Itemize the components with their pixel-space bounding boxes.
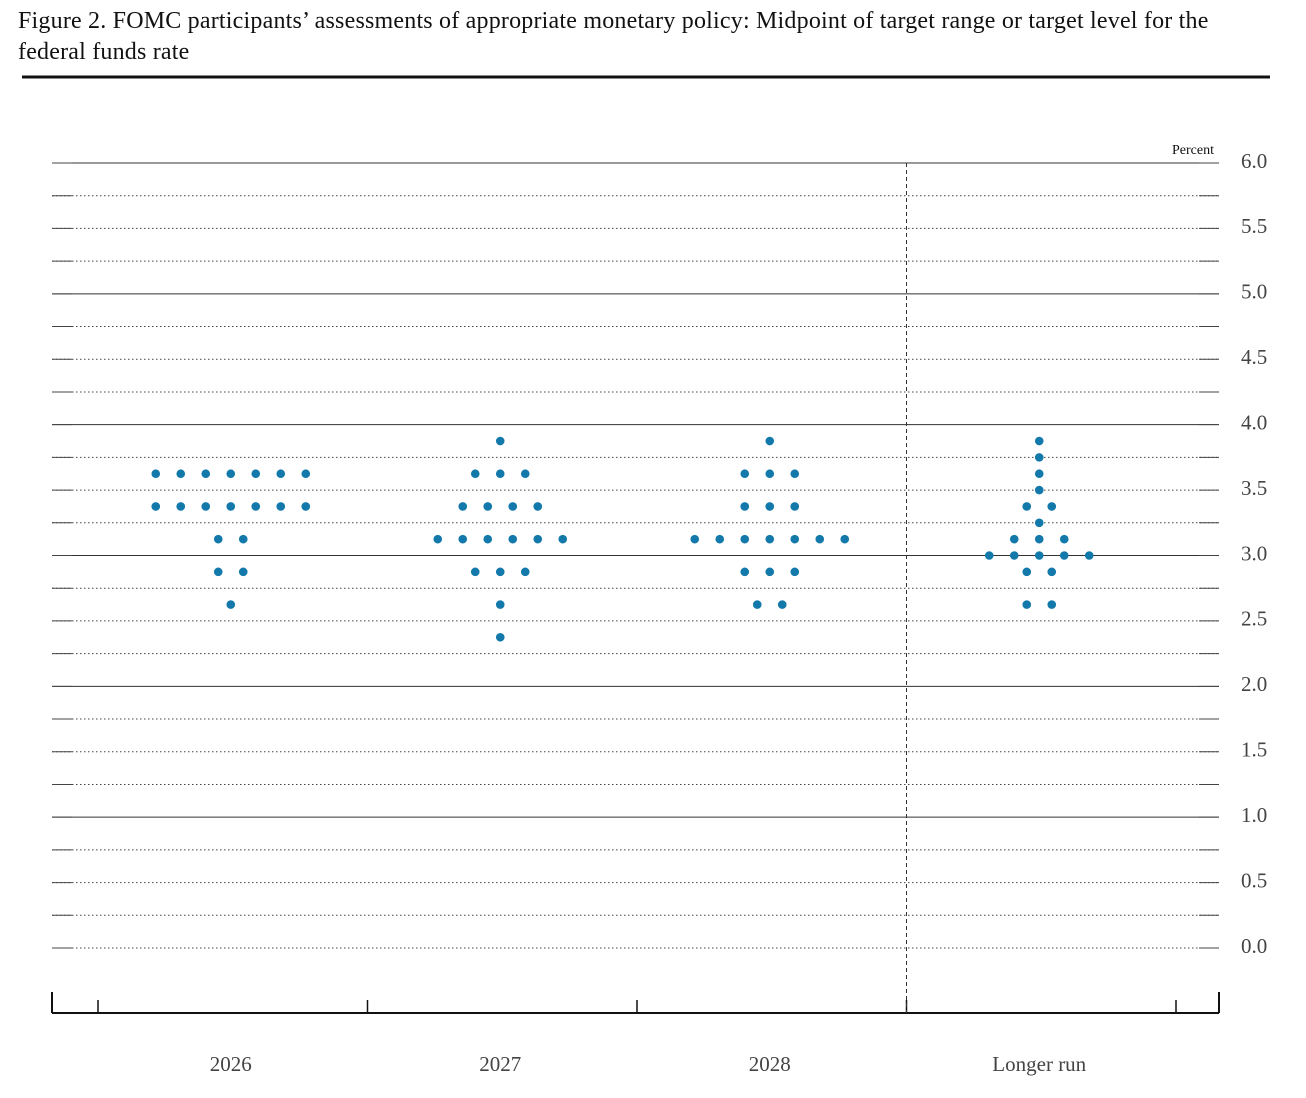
dot xyxy=(458,534,468,544)
dot xyxy=(495,600,505,609)
dot xyxy=(276,469,286,479)
y-tick-label: 6.0 xyxy=(1241,149,1267,173)
dot xyxy=(790,567,800,577)
dot xyxy=(1059,551,1069,560)
y-tick-label: 5.5 xyxy=(1241,214,1267,238)
dot xyxy=(483,502,493,511)
dot xyxy=(1034,469,1044,479)
dot xyxy=(740,469,750,479)
dot xyxy=(520,469,530,479)
y-tick-label: 2.0 xyxy=(1241,672,1267,696)
dot xyxy=(495,469,505,479)
dot xyxy=(1009,534,1019,544)
dot xyxy=(226,600,236,609)
y-tick-label: 1.5 xyxy=(1241,738,1267,762)
dot xyxy=(765,436,775,446)
dot xyxy=(213,534,223,544)
y-tick-label: 0.5 xyxy=(1241,868,1267,892)
dot xyxy=(1034,518,1044,528)
y-tick-label: 1.0 xyxy=(1241,803,1267,827)
dot xyxy=(1034,436,1044,446)
dot xyxy=(226,502,236,511)
dot xyxy=(226,469,236,479)
dot xyxy=(1022,502,1032,511)
dot xyxy=(765,469,775,479)
dot xyxy=(1022,600,1032,609)
dot xyxy=(740,502,750,511)
dot xyxy=(558,534,568,544)
dot xyxy=(752,600,762,609)
dot xyxy=(533,534,543,544)
dot xyxy=(176,502,186,511)
y-tick-label: 2.5 xyxy=(1241,607,1267,631)
dot xyxy=(238,534,248,544)
dot xyxy=(276,502,286,511)
y-tick-label: 4.5 xyxy=(1241,345,1267,369)
dot xyxy=(213,567,223,577)
y-tick-label: 5.0 xyxy=(1241,280,1267,304)
dot xyxy=(840,534,850,544)
dot xyxy=(508,534,518,544)
dot xyxy=(1034,534,1044,544)
dot xyxy=(1059,534,1069,544)
dot xyxy=(176,469,186,479)
dot xyxy=(458,502,468,511)
dot xyxy=(1034,453,1044,462)
dot xyxy=(765,502,775,511)
dot xyxy=(433,534,443,544)
dot xyxy=(201,469,211,479)
dot xyxy=(1022,567,1032,577)
dot xyxy=(1047,600,1057,609)
dot xyxy=(151,502,161,511)
y-tick-label: 0.0 xyxy=(1241,934,1267,958)
dot xyxy=(815,534,825,544)
dot xyxy=(201,502,211,511)
dot xyxy=(1084,551,1094,560)
dot xyxy=(495,436,505,446)
dot xyxy=(520,567,530,577)
dot xyxy=(251,469,261,479)
dot xyxy=(1047,567,1057,577)
dot xyxy=(777,600,787,609)
dot xyxy=(1009,551,1019,560)
dot xyxy=(690,534,700,544)
y-tick-label: 4.0 xyxy=(1241,410,1267,434)
dot xyxy=(790,502,800,511)
dot xyxy=(508,502,518,511)
dot xyxy=(495,632,505,642)
dot xyxy=(765,567,775,577)
dot xyxy=(790,469,800,479)
x-tick-label: 2028 xyxy=(749,1052,791,1076)
dot xyxy=(790,534,800,544)
dot xyxy=(1034,485,1044,495)
y-tick-label: 3.0 xyxy=(1241,541,1267,565)
dot xyxy=(151,469,161,479)
unit-label: Percent xyxy=(1172,143,1214,158)
x-tick-label: 2027 xyxy=(479,1052,521,1076)
dot xyxy=(533,502,543,511)
dot xyxy=(301,502,311,511)
y-tick-label: 3.5 xyxy=(1241,476,1267,500)
dot xyxy=(301,469,311,479)
dot xyxy=(1047,502,1057,511)
x-tick-label: 2026 xyxy=(210,1052,252,1076)
x-tick-label: Longer run xyxy=(992,1052,1086,1076)
dot xyxy=(470,567,480,577)
dot xyxy=(238,567,248,577)
dot xyxy=(740,534,750,544)
dot xyxy=(495,567,505,577)
dot xyxy=(765,534,775,544)
dot xyxy=(740,567,750,577)
dot xyxy=(470,469,480,479)
chart-title: Figure 2. FOMC participants’ assessments… xyxy=(18,8,1209,65)
dot xyxy=(1034,551,1044,560)
dot xyxy=(251,502,261,511)
dot xyxy=(715,534,725,544)
dot xyxy=(984,551,994,560)
dot xyxy=(483,534,493,544)
